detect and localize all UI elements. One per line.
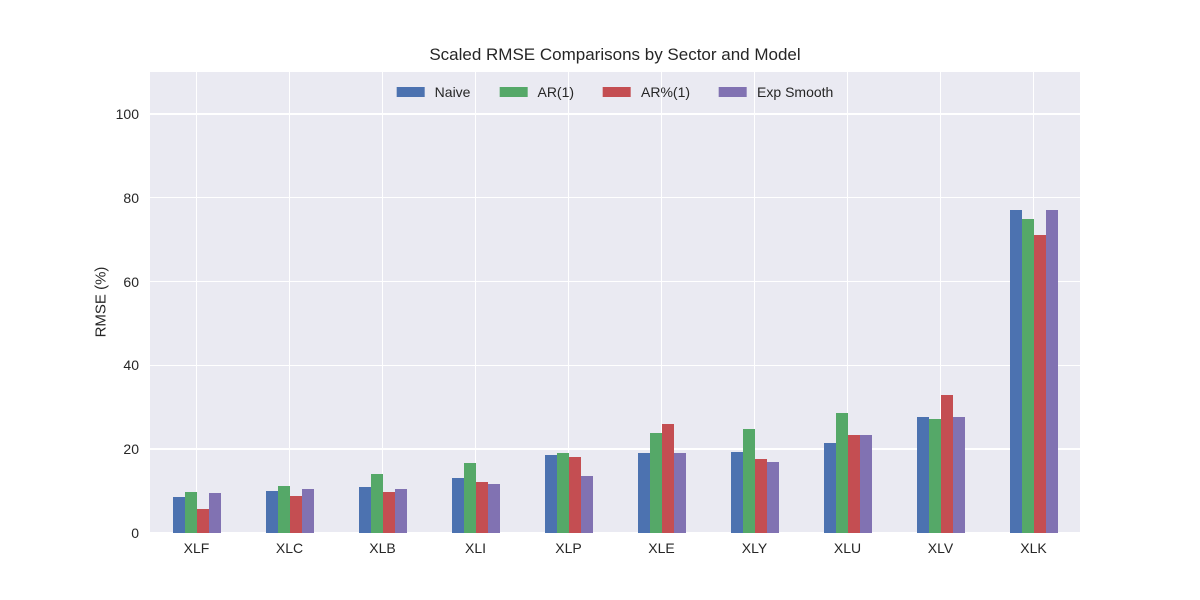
legend-swatch-icon bbox=[396, 87, 425, 97]
gridline-x-XLF bbox=[195, 72, 198, 533]
legend-item-ar-1-: AR%(1) bbox=[603, 84, 690, 100]
gridline-y-60 bbox=[150, 280, 1080, 283]
gridline-x-XLE bbox=[660, 72, 663, 533]
bar-ar1-xlb bbox=[382, 492, 395, 533]
bar-ar1-xlk bbox=[1033, 234, 1046, 533]
bar-expsmooth-xlp bbox=[580, 476, 593, 533]
x-tick-label-xlc: XLC bbox=[275, 540, 304, 556]
plot-area bbox=[150, 72, 1080, 534]
y-tick-label-80: 80 bbox=[123, 189, 139, 206]
bar-expsmooth-xlc bbox=[301, 489, 314, 533]
legend-label: AR%(1) bbox=[641, 84, 691, 100]
bar-ar1-xlv bbox=[940, 395, 953, 533]
x-tick-label-xli: XLI bbox=[464, 540, 487, 556]
bar-expsmooth-xlb bbox=[394, 488, 407, 533]
x-tick-label-xlk: XLK bbox=[1020, 540, 1047, 556]
x-tick-label-xlv: XLV bbox=[927, 540, 954, 556]
bar-ar1-xlv bbox=[928, 419, 941, 533]
y-tick-label-0: 0 bbox=[131, 525, 139, 541]
y-tick-label-60: 60 bbox=[123, 273, 139, 290]
bar-expsmooth-xle bbox=[673, 453, 686, 533]
x-tick-label-xly: XLY bbox=[741, 540, 768, 556]
bar-ar1-xlc bbox=[277, 486, 290, 533]
bar-ar1-xlk bbox=[1021, 219, 1034, 533]
y-tick-label-20: 20 bbox=[123, 441, 139, 458]
legend-swatch-icon bbox=[499, 87, 528, 97]
bar-ar1-xli bbox=[463, 463, 476, 533]
gridline-y-100 bbox=[150, 113, 1080, 115]
bar-expsmooth-xlu bbox=[859, 434, 872, 533]
x-tick-label-xle: XLE bbox=[648, 540, 675, 556]
bar-naive-xly bbox=[730, 452, 743, 533]
bar-ar1-xly bbox=[742, 429, 755, 533]
legend-item-ar-1-: AR(1) bbox=[499, 84, 574, 100]
y-tick-label-100: 100 bbox=[115, 105, 139, 122]
bar-expsmooth-xlk bbox=[1045, 210, 1058, 533]
bar-ar1-xle bbox=[649, 433, 662, 533]
gridline-y-40 bbox=[150, 364, 1080, 367]
bar-naive-xlv bbox=[916, 417, 929, 533]
bar-ar1-xlu bbox=[835, 413, 848, 533]
bar-expsmooth-xlv bbox=[952, 416, 965, 533]
legend-swatch-icon bbox=[603, 87, 632, 97]
bar-ar1-xlf bbox=[184, 491, 197, 533]
x-tick-label-xlp: XLP bbox=[555, 540, 582, 556]
legend-item-exp-smooth: Exp Smooth bbox=[719, 84, 833, 100]
y-tick-label-40: 40 bbox=[123, 357, 139, 374]
gridline-y-0 bbox=[150, 532, 1080, 534]
gridline-y-20 bbox=[150, 448, 1080, 450]
bar-naive-xle bbox=[637, 452, 650, 533]
legend-swatch-icon bbox=[719, 87, 748, 97]
bar-ar1-xlc bbox=[289, 495, 302, 533]
bar-ar1-xlp bbox=[556, 453, 569, 533]
legend-item-naive: Naive bbox=[396, 84, 471, 100]
bar-ar1-xle bbox=[661, 424, 674, 533]
gridline-x-XLY bbox=[753, 72, 756, 533]
bar-naive-xli bbox=[451, 477, 464, 533]
bar-naive-xlb bbox=[358, 486, 371, 533]
bar-naive-xlu bbox=[823, 443, 836, 533]
bar-ar1-xly bbox=[754, 459, 767, 533]
gridline-x-XLU bbox=[846, 72, 849, 533]
x-tick-label-xlf: XLF bbox=[183, 540, 210, 556]
gridline-x-XLV bbox=[939, 72, 942, 533]
bar-ar1-xlf bbox=[196, 509, 209, 533]
bar-expsmooth-xli bbox=[487, 483, 500, 533]
bar-ar1-xlp bbox=[568, 457, 581, 533]
bar-naive-xlc bbox=[265, 490, 278, 533]
bar-naive-xlp bbox=[544, 454, 557, 533]
gridline-y-80 bbox=[150, 197, 1080, 199]
bar-expsmooth-xly bbox=[766, 462, 779, 533]
gridline-x-XLI bbox=[474, 72, 477, 533]
chart-title: Scaled RMSE Comparisons by Sector and Mo… bbox=[429, 45, 801, 64]
x-tick-label-xlu: XLU bbox=[833, 540, 862, 556]
gridline-x-XLP bbox=[567, 72, 570, 533]
bar-ar1-xlb bbox=[370, 473, 383, 533]
bar-expsmooth-xlf bbox=[208, 492, 221, 533]
legend-label: Naive bbox=[434, 84, 471, 100]
bar-ar1-xli bbox=[475, 482, 488, 533]
legend: Naive AR(1) AR%(1) Exp Smooth bbox=[396, 84, 833, 100]
legend-label: AR(1) bbox=[537, 84, 575, 100]
bar-naive-xlf bbox=[172, 496, 185, 533]
x-tick-label-xlb: XLB bbox=[369, 540, 396, 556]
gridline-x-XLB bbox=[381, 72, 384, 533]
bar-naive-xlk bbox=[1009, 210, 1022, 533]
bar-ar1-xlu bbox=[847, 434, 860, 533]
gridline-x-XLC bbox=[288, 72, 291, 533]
legend-label: Exp Smooth bbox=[757, 84, 834, 100]
